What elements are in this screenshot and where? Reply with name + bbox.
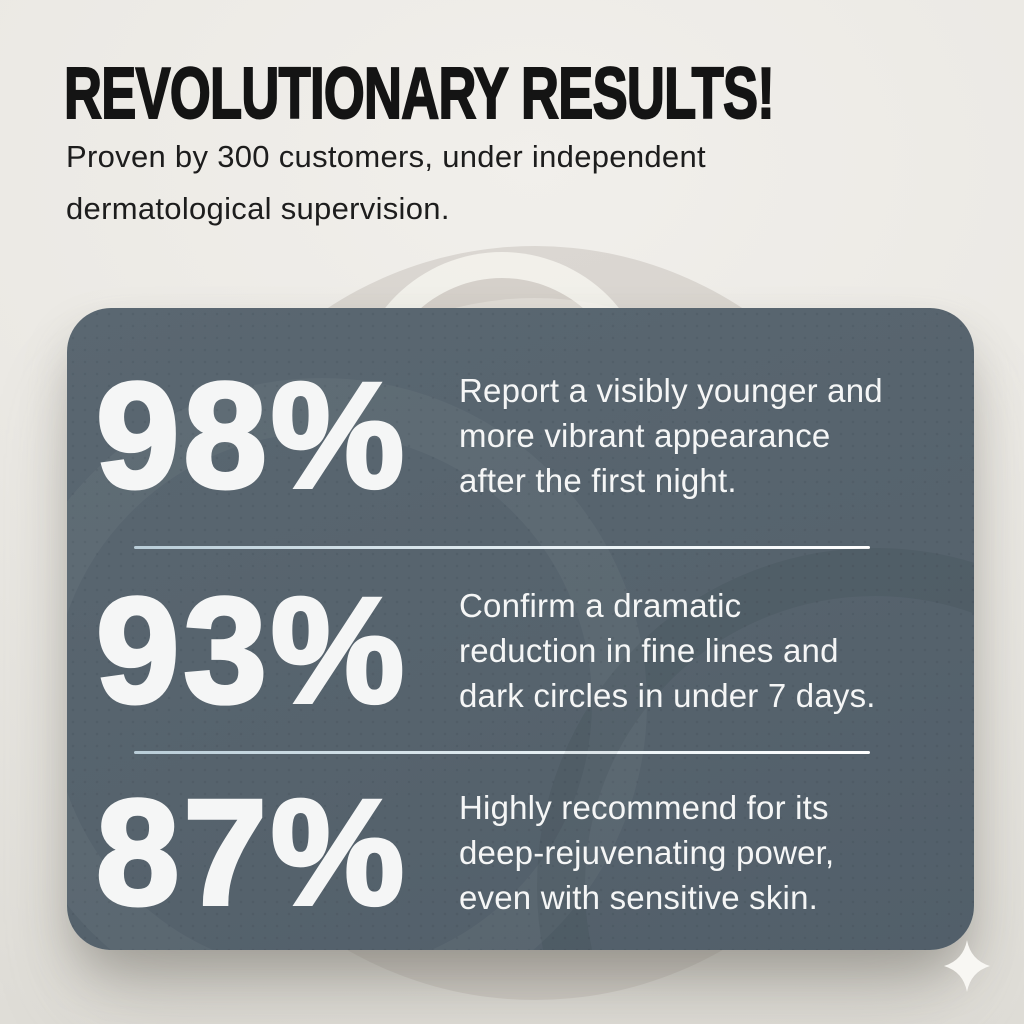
stat-value: 98% (94, 351, 409, 519)
stat-value: 87% (94, 768, 409, 936)
stats-card: 98% Report a visibly younger and more vi… (67, 308, 974, 950)
row-divider (134, 546, 870, 549)
page-title: REVOLUTIONARY RESULTS! (63, 54, 775, 134)
stat-row: 98% Report a visibly younger and more vi… (67, 308, 974, 546)
page-subtitle: Proven by 300 customers, under independe… (66, 139, 706, 226)
stat-row: 87% Highly recommend for its deep-rejuve… (67, 754, 974, 950)
stat-row: 93% Confirm a dramatic reduction in fine… (67, 549, 974, 751)
row-divider (134, 751, 870, 754)
stat-description: Report a visibly younger and more vibran… (459, 371, 883, 499)
stat-description: Highly recommend for its deep-rejuvenati… (459, 788, 835, 916)
stat-value: 93% (94, 566, 409, 734)
stat-description: Confirm a dramatic reduction in fine lin… (459, 586, 876, 714)
sparkle-icon (944, 940, 990, 992)
